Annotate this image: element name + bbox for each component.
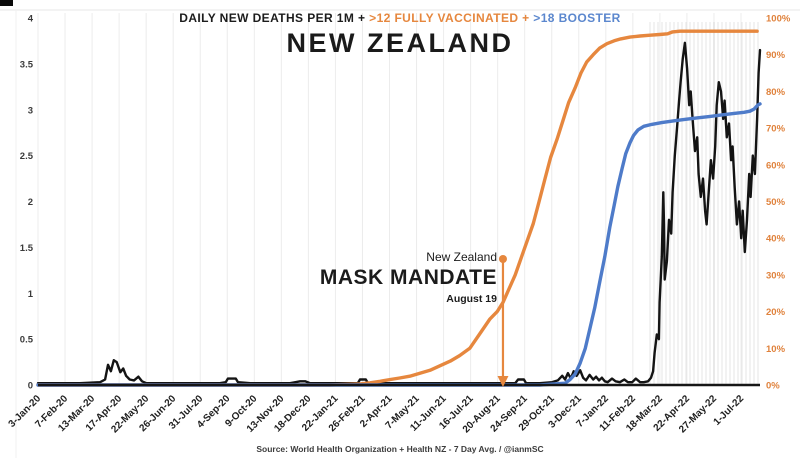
svg-text:0: 0 [28,381,33,392]
svg-text:80%: 80% [766,87,786,98]
svg-text:90%: 90% [766,50,786,61]
svg-text:50%: 50% [766,197,786,208]
annotation-headline: MASK MANDATE [319,266,497,289]
svg-text:2: 2 [28,197,33,208]
annotation-date: August 19 [446,293,497,305]
daily-new-deaths-per-1m-7day-avg-line [36,41,762,385]
svg-text:100%: 100% [766,14,791,25]
legend-deaths-label: DAILY NEW DEATHS PER 1M + [179,11,370,25]
svg-text:0%: 0% [766,381,780,392]
chart-legend: DAILY NEW DEATHS PER 1M + >12 FULLY VACC… [0,11,800,25]
svg-text:30%: 30% [766,270,786,281]
legend-booster-label: >18 BOOSTER [533,11,621,25]
svg-text:60%: 60% [766,160,786,171]
svg-text:70%: 70% [766,124,786,135]
svg-text:1-Jul-22: 1-Jul-22 [712,393,747,428]
page-title: NEW ZEALAND [286,28,514,58]
corner-artifact [0,0,13,6]
mask-mandate-arrow [497,255,509,387]
svg-text:3.5: 3.5 [20,59,34,70]
svg-text:2.5: 2.5 [20,151,34,162]
svg-text:4: 4 [28,14,34,25]
source-credit: Source: World Health Organization + Heal… [256,444,544,454]
annotation-country: New Zealand [426,250,497,264]
left-axis-labels: 4 3.5 3 2.5 2 1.5 1 0.5 0 [20,14,34,392]
x-axis-labels: 3-Jan-207-Feb-2013-Mar-2017-Apr-2022-May… [7,393,747,435]
svg-text:0.5: 0.5 [20,335,34,346]
svg-text:40%: 40% [766,234,786,245]
right-axis-labels: 100% 90% 80% 70% 60% 50% 40% 30% 20% 10% 0% [766,14,791,392]
svg-text:1.5: 1.5 [20,243,34,254]
svg-text:1: 1 [28,289,34,300]
svg-text:10%: 10% [766,344,786,355]
booster-pct-line [36,102,762,387]
mask-mandate-annotation: New Zealand MASK MANDATE August 19 [320,250,497,305]
svg-text:20%: 20% [766,307,786,318]
fully-vaccinated-pct-line [36,29,759,387]
grid-stripes [37,13,759,385]
legend-vaccinated-label: >12 FULLY VACCINATED + [369,11,534,25]
svg-text:3: 3 [28,105,33,116]
